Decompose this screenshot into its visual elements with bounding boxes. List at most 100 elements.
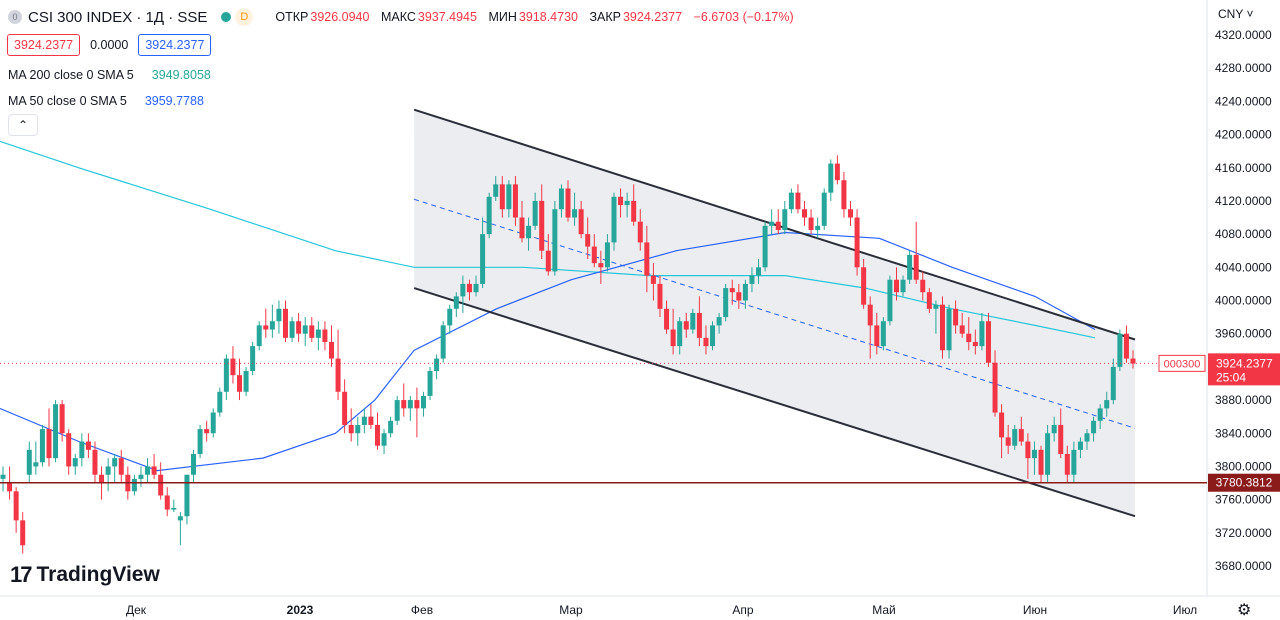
candle-body <box>598 263 604 268</box>
candle-body <box>440 325 446 359</box>
candle-body <box>59 404 65 434</box>
candle-body <box>269 321 275 330</box>
candle-body <box>204 429 210 434</box>
candle-body <box>959 325 965 334</box>
candle-body <box>191 453 197 475</box>
candle-body <box>1058 424 1064 454</box>
y-tick-label: 4320.0000 <box>1215 28 1272 42</box>
currency-selector[interactable]: CNY ˅ <box>1218 7 1253 21</box>
y-tick-label: 3680.0000 <box>1215 559 1272 573</box>
gear-icon[interactable]: ⚙ <box>1237 602 1252 619</box>
candle-body <box>618 196 624 206</box>
y-tick-label: 4000.0000 <box>1215 294 1272 308</box>
candle-body <box>256 325 262 347</box>
candle-body <box>657 283 663 309</box>
close-label: ЗАКР <box>589 10 621 24</box>
collapse-legend-button[interactable]: ⌃ <box>8 114 38 136</box>
channel-fill <box>414 109 1135 517</box>
candle-body <box>237 375 243 392</box>
candle-body <box>348 424 354 434</box>
candle-body <box>716 317 722 326</box>
candle-body <box>913 254 919 280</box>
candle-body <box>729 288 735 293</box>
candle-body <box>427 371 433 396</box>
y-tick-label: 4040.0000 <box>1215 260 1272 274</box>
candle-body <box>558 188 564 210</box>
candle-body <box>177 516 183 521</box>
candle-body <box>39 429 45 463</box>
ma50-legend[interactable]: MA 50 close 0 SMA 5 3959.7788 <box>8 94 204 108</box>
candle-body <box>414 400 420 409</box>
high-label: МАКС <box>380 10 416 24</box>
buy-price-button[interactable]: 3924.2377 <box>138 34 212 56</box>
tradingview-logo[interactable]: 17 TradingView <box>10 562 160 588</box>
candle-body <box>946 308 952 351</box>
y-tick-label: 3720.0000 <box>1215 526 1272 540</box>
candle-body <box>112 458 118 467</box>
y-tick-label: 3960.0000 <box>1215 327 1272 341</box>
candle-body <box>250 346 256 372</box>
candle-body <box>578 209 584 235</box>
open-label: ОТКР <box>275 10 309 24</box>
candle-body <box>223 358 229 392</box>
candle-body <box>99 474 105 484</box>
candle-body <box>7 483 13 492</box>
x-tick-label: 2023 <box>287 603 314 617</box>
candle-body <box>1123 333 1129 359</box>
candle-body <box>1051 424 1057 434</box>
candle-body <box>480 234 486 284</box>
candle-body <box>1104 400 1110 409</box>
candle-body <box>263 325 269 330</box>
candle-body <box>1012 429 1018 446</box>
candle-body <box>696 312 702 338</box>
candle-body <box>756 267 762 276</box>
ma50-value: 3959.7788 <box>144 94 204 108</box>
candle-body <box>1018 429 1024 442</box>
spread-value: 0.0000 <box>90 38 129 52</box>
candle-body <box>1045 433 1051 475</box>
candle-body <box>493 184 499 197</box>
candle-body <box>637 221 643 243</box>
ma200-value: 3949.8058 <box>151 68 211 82</box>
candle-body <box>926 292 932 309</box>
candle-body <box>388 420 394 434</box>
y-tick-label: 4240.0000 <box>1215 94 1272 108</box>
candle-body <box>512 184 518 218</box>
candle-body <box>72 458 78 467</box>
candle-body <box>20 520 26 546</box>
candle-body <box>309 325 315 338</box>
candle-body <box>650 275 656 284</box>
x-tick-label: Дек <box>126 603 147 617</box>
candle-body <box>854 217 860 268</box>
candle-body <box>848 209 853 218</box>
high-value: 3937.4945 <box>417 10 477 24</box>
countdown-tag: 25:04 <box>1216 370 1246 384</box>
candle-body <box>158 474 164 496</box>
candle-body <box>742 283 748 301</box>
open-value: 3926.0940 <box>310 10 370 24</box>
candle-body <box>473 283 479 293</box>
candle-body <box>887 279 893 322</box>
candle-body <box>802 209 808 218</box>
candle-body <box>53 404 59 459</box>
candle-body <box>1025 441 1031 459</box>
candle-body <box>611 196 617 243</box>
change-value: −6.6703 (−0.17%) <box>693 10 794 24</box>
candle-body <box>631 200 637 222</box>
candle-body <box>420 395 426 409</box>
candle-body <box>296 321 302 334</box>
candle-body <box>342 391 348 425</box>
candle-body <box>374 424 380 446</box>
market-status[interactable]: D <box>221 8 254 26</box>
ma200-legend[interactable]: MA 200 close 0 SMA 5 3949.8058 <box>8 68 211 82</box>
candle-body <box>1031 449 1037 459</box>
y-tick-label: 4200.0000 <box>1215 128 1272 142</box>
candle-body <box>985 321 991 363</box>
candle-body <box>145 466 151 475</box>
symbol-title[interactable]: CSI 300 INDEX · 1Д · SSE <box>28 8 208 26</box>
sell-price-button[interactable]: 3924.2377 <box>7 34 81 56</box>
candle-body <box>532 200 538 226</box>
channel-upper-line <box>413 108 1136 341</box>
candle-body <box>1091 420 1097 434</box>
